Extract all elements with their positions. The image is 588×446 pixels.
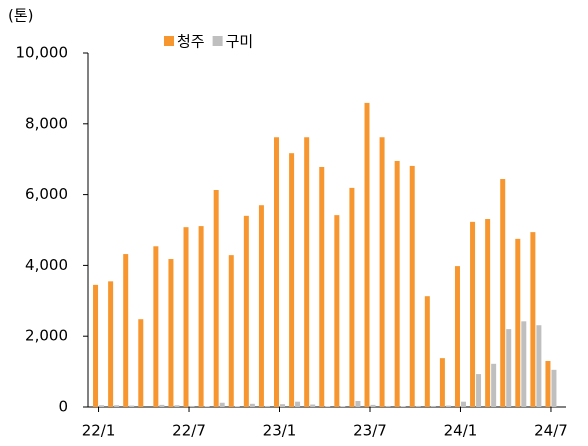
y-tick-label: 0 bbox=[58, 398, 68, 416]
bar bbox=[439, 358, 445, 407]
unit-label: (톤) bbox=[8, 7, 34, 25]
bar bbox=[340, 406, 346, 407]
bar bbox=[364, 102, 370, 407]
bar bbox=[249, 403, 255, 407]
x-tick-label: 24/7 bbox=[534, 422, 568, 440]
bar bbox=[93, 284, 99, 407]
bar bbox=[243, 215, 249, 407]
bar bbox=[204, 406, 210, 407]
bar bbox=[385, 405, 391, 407]
y-tick-label: 10,000 bbox=[16, 44, 69, 62]
y-tick-label: 4,000 bbox=[25, 256, 68, 274]
bar bbox=[319, 166, 325, 407]
bar bbox=[234, 406, 240, 407]
x-tick-label: 23/7 bbox=[353, 422, 387, 440]
x-tick-label: 23/1 bbox=[263, 422, 297, 440]
bar bbox=[228, 255, 234, 407]
bar bbox=[274, 137, 280, 407]
bar bbox=[264, 405, 270, 407]
bar bbox=[506, 329, 512, 407]
bar bbox=[430, 405, 436, 407]
bar bbox=[349, 187, 355, 407]
bar bbox=[129, 405, 135, 407]
bar bbox=[138, 319, 144, 407]
bar bbox=[310, 404, 316, 407]
bar bbox=[213, 189, 219, 407]
bar bbox=[515, 238, 521, 407]
bar bbox=[304, 137, 310, 407]
y-tick-label: 2,000 bbox=[25, 327, 68, 345]
bar bbox=[370, 404, 376, 407]
bar bbox=[530, 232, 536, 407]
legend-swatch bbox=[164, 36, 174, 46]
y-tick-label: 8,000 bbox=[25, 114, 68, 132]
bar bbox=[415, 405, 421, 407]
bar bbox=[536, 325, 542, 407]
x-tick-label: 22/1 bbox=[82, 422, 116, 440]
bar bbox=[409, 165, 415, 407]
bar bbox=[159, 404, 165, 407]
bar bbox=[545, 360, 551, 407]
bar bbox=[334, 215, 340, 407]
bar bbox=[379, 137, 385, 407]
bar bbox=[325, 406, 331, 407]
bar bbox=[123, 254, 129, 407]
bar bbox=[445, 405, 451, 407]
bar bbox=[183, 227, 189, 407]
bar bbox=[424, 296, 430, 407]
legend-label: 청주 bbox=[177, 33, 205, 51]
bar bbox=[219, 402, 225, 407]
bar bbox=[295, 401, 301, 407]
bar bbox=[476, 374, 482, 407]
bar bbox=[460, 401, 466, 407]
bar bbox=[258, 205, 264, 407]
bar bbox=[168, 259, 174, 407]
bar bbox=[153, 246, 159, 407]
bar bbox=[491, 363, 497, 407]
x-tick-label: 24/1 bbox=[444, 422, 478, 440]
bar bbox=[454, 266, 460, 407]
bar bbox=[174, 405, 180, 407]
bar bbox=[394, 160, 400, 407]
bar bbox=[400, 406, 406, 407]
bar bbox=[551, 369, 557, 407]
y-tick-label: 6,000 bbox=[25, 185, 68, 203]
bar bbox=[280, 404, 286, 407]
bar bbox=[189, 405, 195, 407]
bar bbox=[521, 321, 527, 407]
x-tick-label: 22/7 bbox=[172, 422, 206, 440]
bar bbox=[355, 400, 361, 407]
legend-label: 구미 bbox=[226, 33, 254, 51]
legend-swatch bbox=[212, 36, 223, 46]
bar bbox=[500, 179, 506, 407]
bar bbox=[470, 221, 476, 407]
bar bbox=[108, 281, 114, 407]
bar bbox=[99, 405, 105, 407]
bar bbox=[485, 219, 491, 407]
bar bbox=[114, 405, 120, 407]
bar bbox=[198, 226, 204, 407]
bar bbox=[289, 153, 295, 407]
